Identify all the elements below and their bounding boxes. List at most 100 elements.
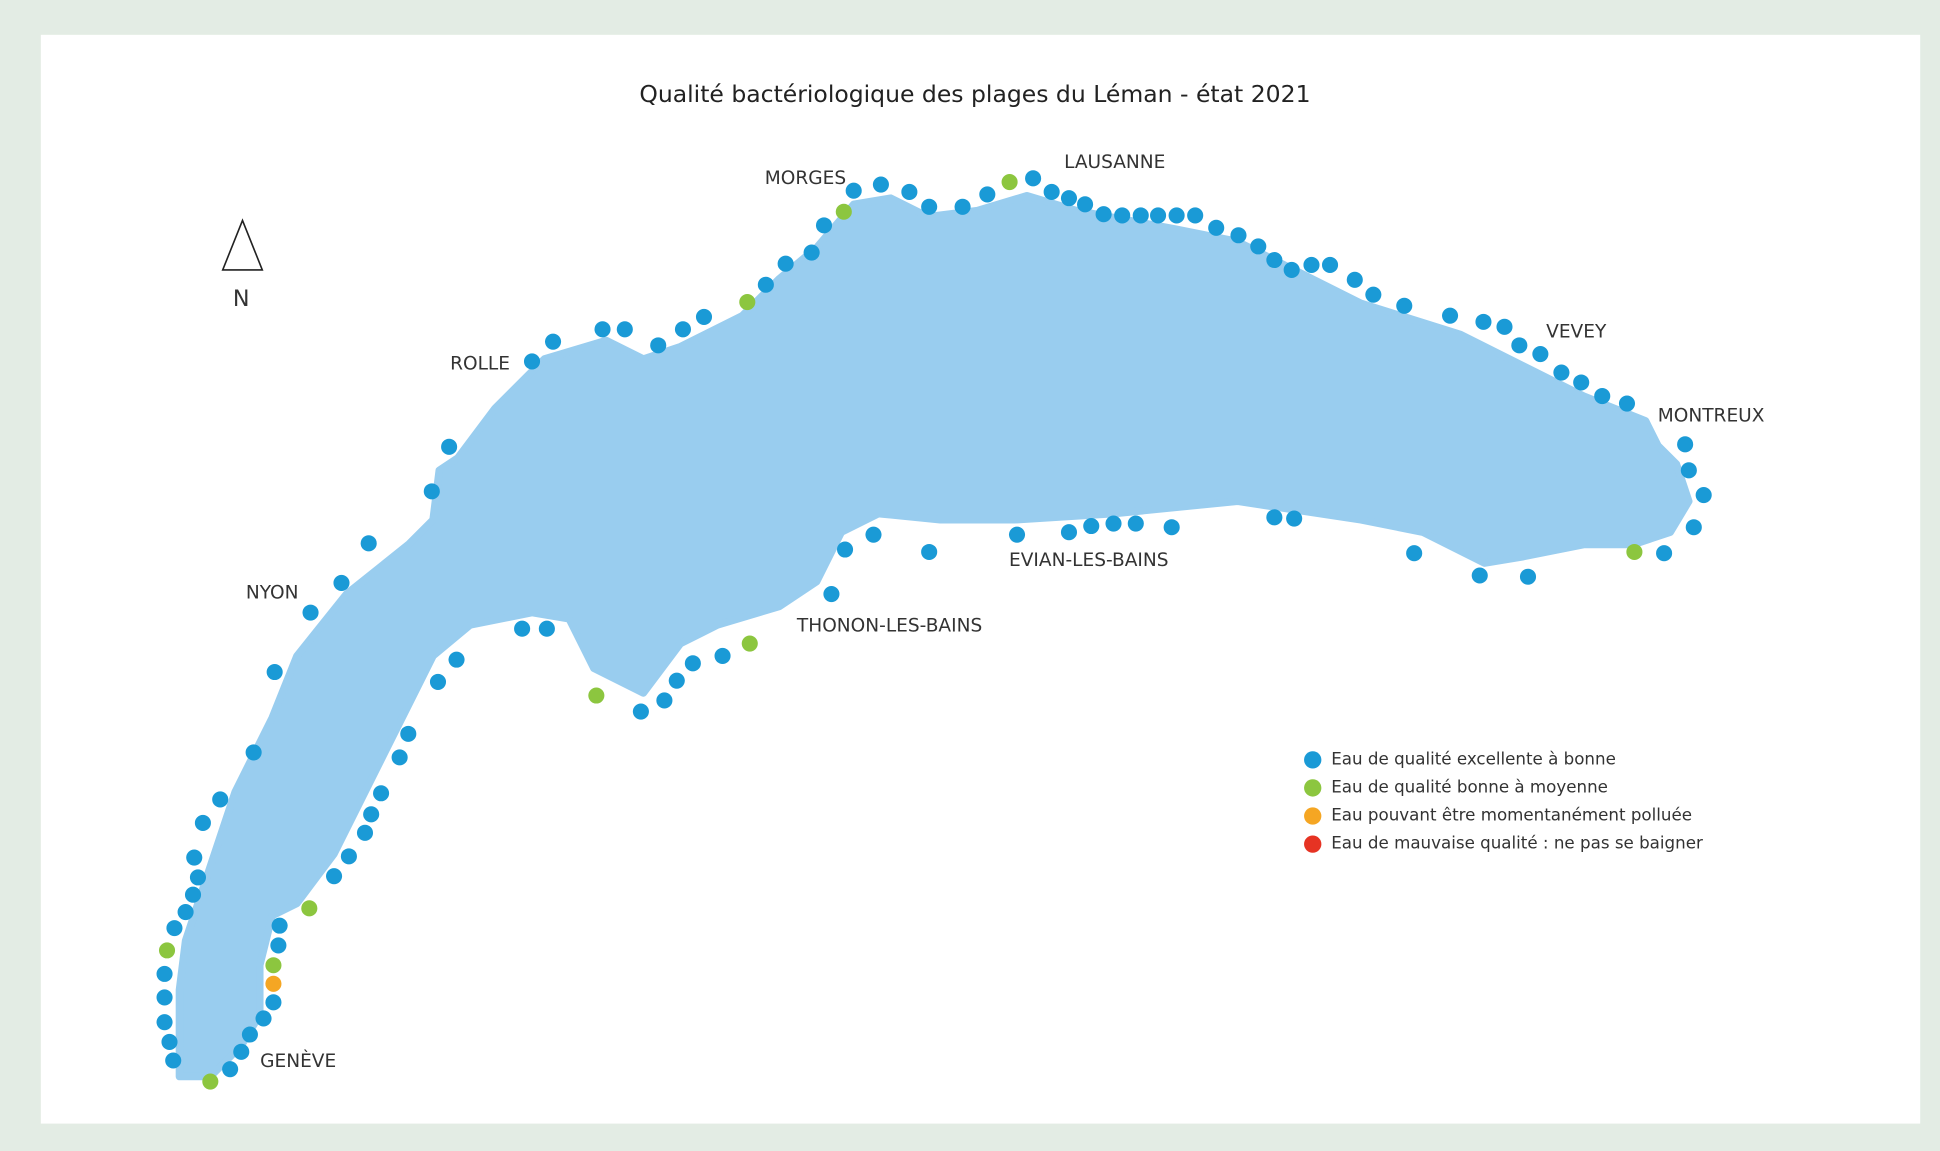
beach-dot (423, 483, 440, 500)
beach-dot (360, 535, 377, 552)
beach-dot (177, 903, 194, 921)
beach-dot (656, 692, 673, 709)
beach-dot (202, 1073, 219, 1090)
beach-dot (156, 965, 173, 982)
legend-swatch (1304, 751, 1322, 769)
beach-dot (1471, 567, 1488, 584)
beach-dot (356, 824, 374, 841)
legend-label: Eau de qualité bonne à moyenne (1331, 776, 1608, 796)
beach-dot (1077, 196, 1094, 213)
beach-dot (632, 703, 649, 720)
beach-dot (161, 1033, 178, 1050)
beach-dot (373, 785, 390, 802)
beach-dot (1163, 519, 1180, 536)
legend: Eau de qualité excellente à bonne Eau de … (1304, 748, 1703, 853)
beach-dot (1396, 297, 1413, 314)
beach-dot (1626, 543, 1643, 561)
beach-dot (400, 725, 417, 742)
beach-dot (340, 848, 357, 865)
beach-dot (441, 438, 458, 455)
beach-dot (1346, 271, 1363, 288)
beach-dot (739, 294, 756, 311)
beach-dot (1475, 313, 1492, 330)
beach-dot (823, 586, 840, 603)
beach-dot (184, 886, 202, 903)
beach-dot (1680, 462, 1697, 479)
beach-dot (1695, 487, 1712, 504)
beach-dot (514, 620, 531, 637)
beach-dot (271, 917, 288, 934)
map-title: Qualité bactériologique des plages du Lé… (639, 80, 1310, 108)
beach-dot (1230, 227, 1247, 244)
beach-dot (429, 673, 447, 690)
legend-swatch (1304, 779, 1322, 797)
beach-dot (1303, 256, 1320, 273)
beach-dot (301, 900, 318, 917)
north-label: N (233, 286, 250, 312)
beach-dot (1168, 207, 1185, 224)
place-labels: MORGES LAUSANNE ROLLE NYON VEVEY MONTREUX EVIA… (246, 152, 1765, 1072)
beach-dot (265, 994, 282, 1011)
beach-dot (1656, 545, 1673, 562)
beach-dot (1150, 207, 1167, 224)
legend-swatch (1304, 835, 1322, 853)
beach-dot (1685, 519, 1702, 536)
beach-dot (1321, 256, 1339, 273)
beach-dot (836, 541, 854, 558)
beach-dot (189, 869, 207, 886)
beach-dot (695, 308, 713, 325)
beach-dot (1105, 515, 1122, 532)
beach-dot (1114, 207, 1131, 224)
beach-dot (1250, 238, 1267, 255)
beach-dot (156, 989, 173, 1006)
beach-dot (1060, 190, 1078, 207)
beach-dot (165, 1052, 182, 1069)
beach-dot (674, 321, 692, 338)
place-label: MORGES (765, 168, 846, 189)
beach-dot (245, 744, 262, 761)
beach-dot (545, 333, 562, 350)
beach-dot (872, 176, 889, 193)
beach-dot (266, 663, 283, 681)
beach-dot (302, 604, 319, 621)
beach-dot (714, 647, 731, 664)
beach-dot (594, 321, 611, 338)
beach-dot (222, 1061, 239, 1078)
beach-dot (588, 687, 605, 704)
beach-dot (921, 543, 938, 561)
place-label: MONTREUX (1658, 405, 1765, 426)
beach-dot (616, 321, 633, 338)
beach-dot (1406, 545, 1423, 562)
place-label: THONON-LES-BAINS (796, 616, 982, 637)
beach-dot (1519, 568, 1537, 585)
beach-dot (326, 868, 343, 885)
beach-dot (166, 920, 183, 937)
beach-dot (741, 635, 758, 652)
beach-dot (1008, 526, 1026, 543)
place-label: ROLLE (450, 353, 510, 374)
beach-dot (1060, 524, 1078, 541)
beach-dot (448, 651, 465, 668)
beach-dot (158, 942, 176, 959)
beach-dot (1283, 261, 1300, 278)
beach-dot (1095, 206, 1112, 223)
beach-dot (1286, 510, 1303, 527)
beach-dot (1442, 307, 1459, 324)
beach-dot (1208, 219, 1225, 236)
beach-dot (1532, 345, 1549, 363)
beach-dot (523, 353, 541, 370)
beach-dot (233, 1043, 250, 1060)
beach-dot (1594, 388, 1611, 405)
beach-dot (1043, 183, 1060, 200)
beach-dot (684, 655, 701, 672)
place-label: LAUSANNE (1064, 152, 1165, 173)
place-label: VEVEY (1546, 321, 1607, 342)
beach-dot (255, 1010, 272, 1027)
beach-dot (1496, 318, 1513, 335)
beach-dot (1083, 517, 1100, 535)
beach-dot (156, 1014, 173, 1031)
beach-dot (186, 849, 203, 866)
beach-dot (333, 574, 350, 591)
beach-dot (954, 198, 971, 215)
